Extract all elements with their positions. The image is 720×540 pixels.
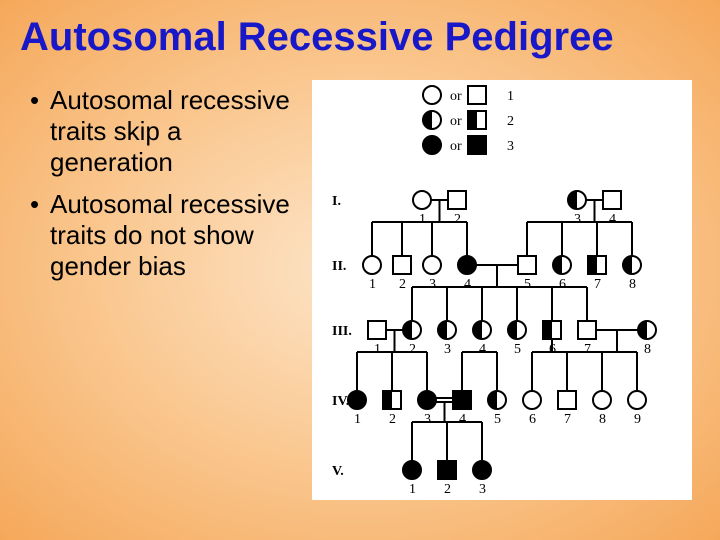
svg-text:6: 6 xyxy=(529,412,536,427)
svg-text:IV.: IV. xyxy=(332,394,349,409)
svg-text:6: 6 xyxy=(549,342,556,357)
svg-text:4: 4 xyxy=(479,342,486,357)
svg-text:3: 3 xyxy=(507,139,514,154)
svg-text:or: or xyxy=(450,114,462,129)
svg-text:2: 2 xyxy=(507,114,514,129)
svg-text:2: 2 xyxy=(444,482,451,497)
pedigree-diagram: or 1 or 2 or 3 I. II. III. IV. V. 1 2 3 4 1 2 3 4 5 6 7 8 1 2 3 4 5… xyxy=(312,80,692,500)
svg-text:2: 2 xyxy=(399,277,406,292)
bullet-text: Autosomal recessive traits skip a genera… xyxy=(50,85,310,179)
page-title: Autosomal Recessive Pedigree xyxy=(0,0,720,65)
svg-text:3: 3 xyxy=(479,482,486,497)
svg-text:5: 5 xyxy=(524,277,531,292)
bullet-text: Autosomal recessive traits do not show g… xyxy=(50,189,310,283)
svg-text:2: 2 xyxy=(409,342,416,357)
svg-text:2: 2 xyxy=(389,412,396,427)
bullet-dot-icon: • xyxy=(30,85,50,179)
svg-text:6: 6 xyxy=(559,277,566,292)
bullet-item: • Autosomal recessive traits skip a gene… xyxy=(30,85,310,179)
svg-text:4: 4 xyxy=(609,212,616,227)
svg-text:4: 4 xyxy=(459,412,466,427)
svg-text:3: 3 xyxy=(424,412,431,427)
svg-text:I.: I. xyxy=(332,194,341,209)
svg-text:7: 7 xyxy=(564,412,571,427)
svg-text:or: or xyxy=(450,89,462,104)
svg-text:III.: III. xyxy=(332,324,352,339)
svg-text:3: 3 xyxy=(429,277,436,292)
svg-text:1: 1 xyxy=(369,277,376,292)
svg-text:4: 4 xyxy=(464,277,471,292)
svg-text:9: 9 xyxy=(634,412,641,427)
svg-text:5: 5 xyxy=(494,412,501,427)
bullet-dot-icon: • xyxy=(30,189,50,283)
svg-text:or: or xyxy=(450,139,462,154)
svg-text:8: 8 xyxy=(644,342,651,357)
svg-text:3: 3 xyxy=(444,342,451,357)
svg-text:5: 5 xyxy=(514,342,521,357)
svg-text:7: 7 xyxy=(584,342,591,357)
bullet-list: • Autosomal recessive traits skip a gene… xyxy=(0,65,310,292)
svg-text:1: 1 xyxy=(409,482,416,497)
svg-text:II.: II. xyxy=(332,259,346,274)
svg-text:8: 8 xyxy=(599,412,606,427)
svg-text:1: 1 xyxy=(419,212,426,227)
svg-text:1: 1 xyxy=(374,342,381,357)
svg-text:1: 1 xyxy=(354,412,361,427)
svg-text:2: 2 xyxy=(454,212,461,227)
svg-text:7: 7 xyxy=(594,277,601,292)
svg-text:1: 1 xyxy=(507,89,514,104)
svg-text:8: 8 xyxy=(629,277,636,292)
bullet-item: • Autosomal recessive traits do not show… xyxy=(30,189,310,283)
svg-text:V.: V. xyxy=(332,464,344,479)
svg-text:3: 3 xyxy=(574,212,581,227)
